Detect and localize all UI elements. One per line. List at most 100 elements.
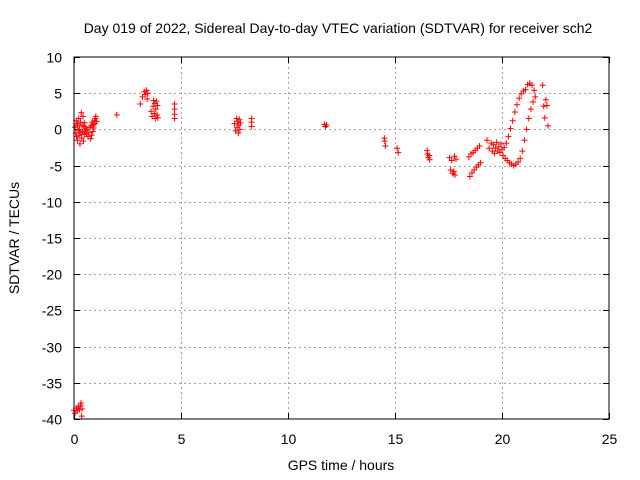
data-point [74, 137, 81, 144]
data-point [93, 118, 100, 125]
data-point [237, 119, 244, 126]
x-tick-label: 15 [388, 431, 404, 447]
data-point [426, 156, 433, 163]
x-tick-label: 20 [495, 431, 511, 447]
data-point [150, 97, 157, 104]
data-point [76, 140, 83, 147]
y-tick-label: -15 [42, 231, 62, 247]
y-tick-label: -25 [42, 303, 62, 319]
data-point [531, 87, 538, 94]
data-point [521, 137, 528, 144]
data-point [525, 115, 532, 122]
data-point [539, 82, 546, 89]
data-point [484, 137, 491, 144]
data-point [543, 102, 550, 109]
data-point [476, 143, 483, 150]
plot-frame [73, 56, 610, 420]
data-series-sdtvar [71, 80, 552, 420]
data-point [72, 124, 79, 131]
data-point [490, 141, 497, 148]
data-point [171, 101, 178, 108]
data-point [76, 406, 83, 413]
y-axis-title: SDTVAR / TECUs [6, 182, 22, 294]
data-point [448, 157, 455, 164]
data-point [171, 115, 178, 122]
data-point [545, 122, 552, 129]
data-point [236, 126, 243, 133]
data-point [501, 144, 508, 151]
data-point [154, 114, 161, 121]
data-point [90, 124, 97, 131]
y-tick-label: -20 [42, 267, 62, 283]
data-point [395, 149, 402, 156]
data-point [142, 91, 149, 98]
data-point [144, 90, 151, 97]
data-point [528, 82, 535, 89]
data-point [394, 145, 401, 152]
data-point [493, 139, 500, 146]
data-point [450, 168, 457, 175]
y-tick-label: -10 [42, 195, 62, 211]
y-tick-label: -35 [42, 376, 62, 392]
data-point [523, 126, 530, 133]
data-point [511, 109, 518, 116]
data-point [451, 172, 458, 179]
y-tick-label: 5 [54, 86, 62, 102]
x-axis-title: GPS time / hours [288, 457, 395, 473]
data-point [447, 166, 454, 173]
data-point [322, 123, 329, 130]
data-point [323, 122, 330, 129]
data-point [451, 153, 458, 160]
y-tick-label: -40 [42, 412, 62, 428]
data-point [152, 106, 159, 113]
data-point [516, 95, 523, 102]
data-point [81, 119, 88, 126]
data-point [532, 93, 539, 100]
y-tick-label: 0 [54, 122, 62, 138]
data-point [137, 101, 144, 108]
data-point [78, 109, 85, 116]
data-point [452, 156, 459, 163]
data-point [527, 106, 534, 113]
x-tick-label: 10 [281, 431, 297, 447]
data-point [491, 150, 498, 157]
data-point [235, 130, 242, 137]
y-tick-label: 10 [46, 50, 62, 66]
data-point [503, 140, 510, 147]
data-point [486, 145, 493, 152]
data-point [152, 115, 159, 122]
data-point [530, 98, 537, 105]
chart-title: Day 019 of 2022, Sidereal Day-to-day VTE… [84, 20, 593, 36]
data-point [113, 111, 120, 118]
data-point [541, 114, 548, 121]
data-point [233, 115, 240, 122]
data-point [75, 115, 82, 122]
x-tick-label: 25 [602, 431, 618, 447]
data-point [248, 123, 255, 130]
x-tick-label: 5 [178, 431, 186, 447]
data-point [381, 137, 388, 144]
data-point [466, 173, 473, 180]
data-point [87, 124, 94, 131]
data-point [73, 133, 80, 140]
data-point [74, 122, 81, 129]
data-point [154, 102, 161, 109]
data-point [78, 413, 85, 420]
data-point [477, 159, 484, 166]
data-point [92, 113, 99, 120]
data-point [80, 137, 87, 144]
data-point [540, 103, 547, 110]
data-point [143, 87, 150, 94]
data-point [78, 400, 85, 407]
data-point [151, 110, 158, 117]
data-point [519, 148, 526, 155]
data-point [88, 132, 95, 139]
y-tick-label: -30 [42, 340, 62, 356]
data-point [79, 405, 86, 412]
data-point [89, 128, 96, 135]
data-point [517, 155, 524, 162]
data-point [87, 135, 94, 142]
data-point [79, 113, 86, 120]
x-tick-label: 0 [71, 431, 79, 447]
